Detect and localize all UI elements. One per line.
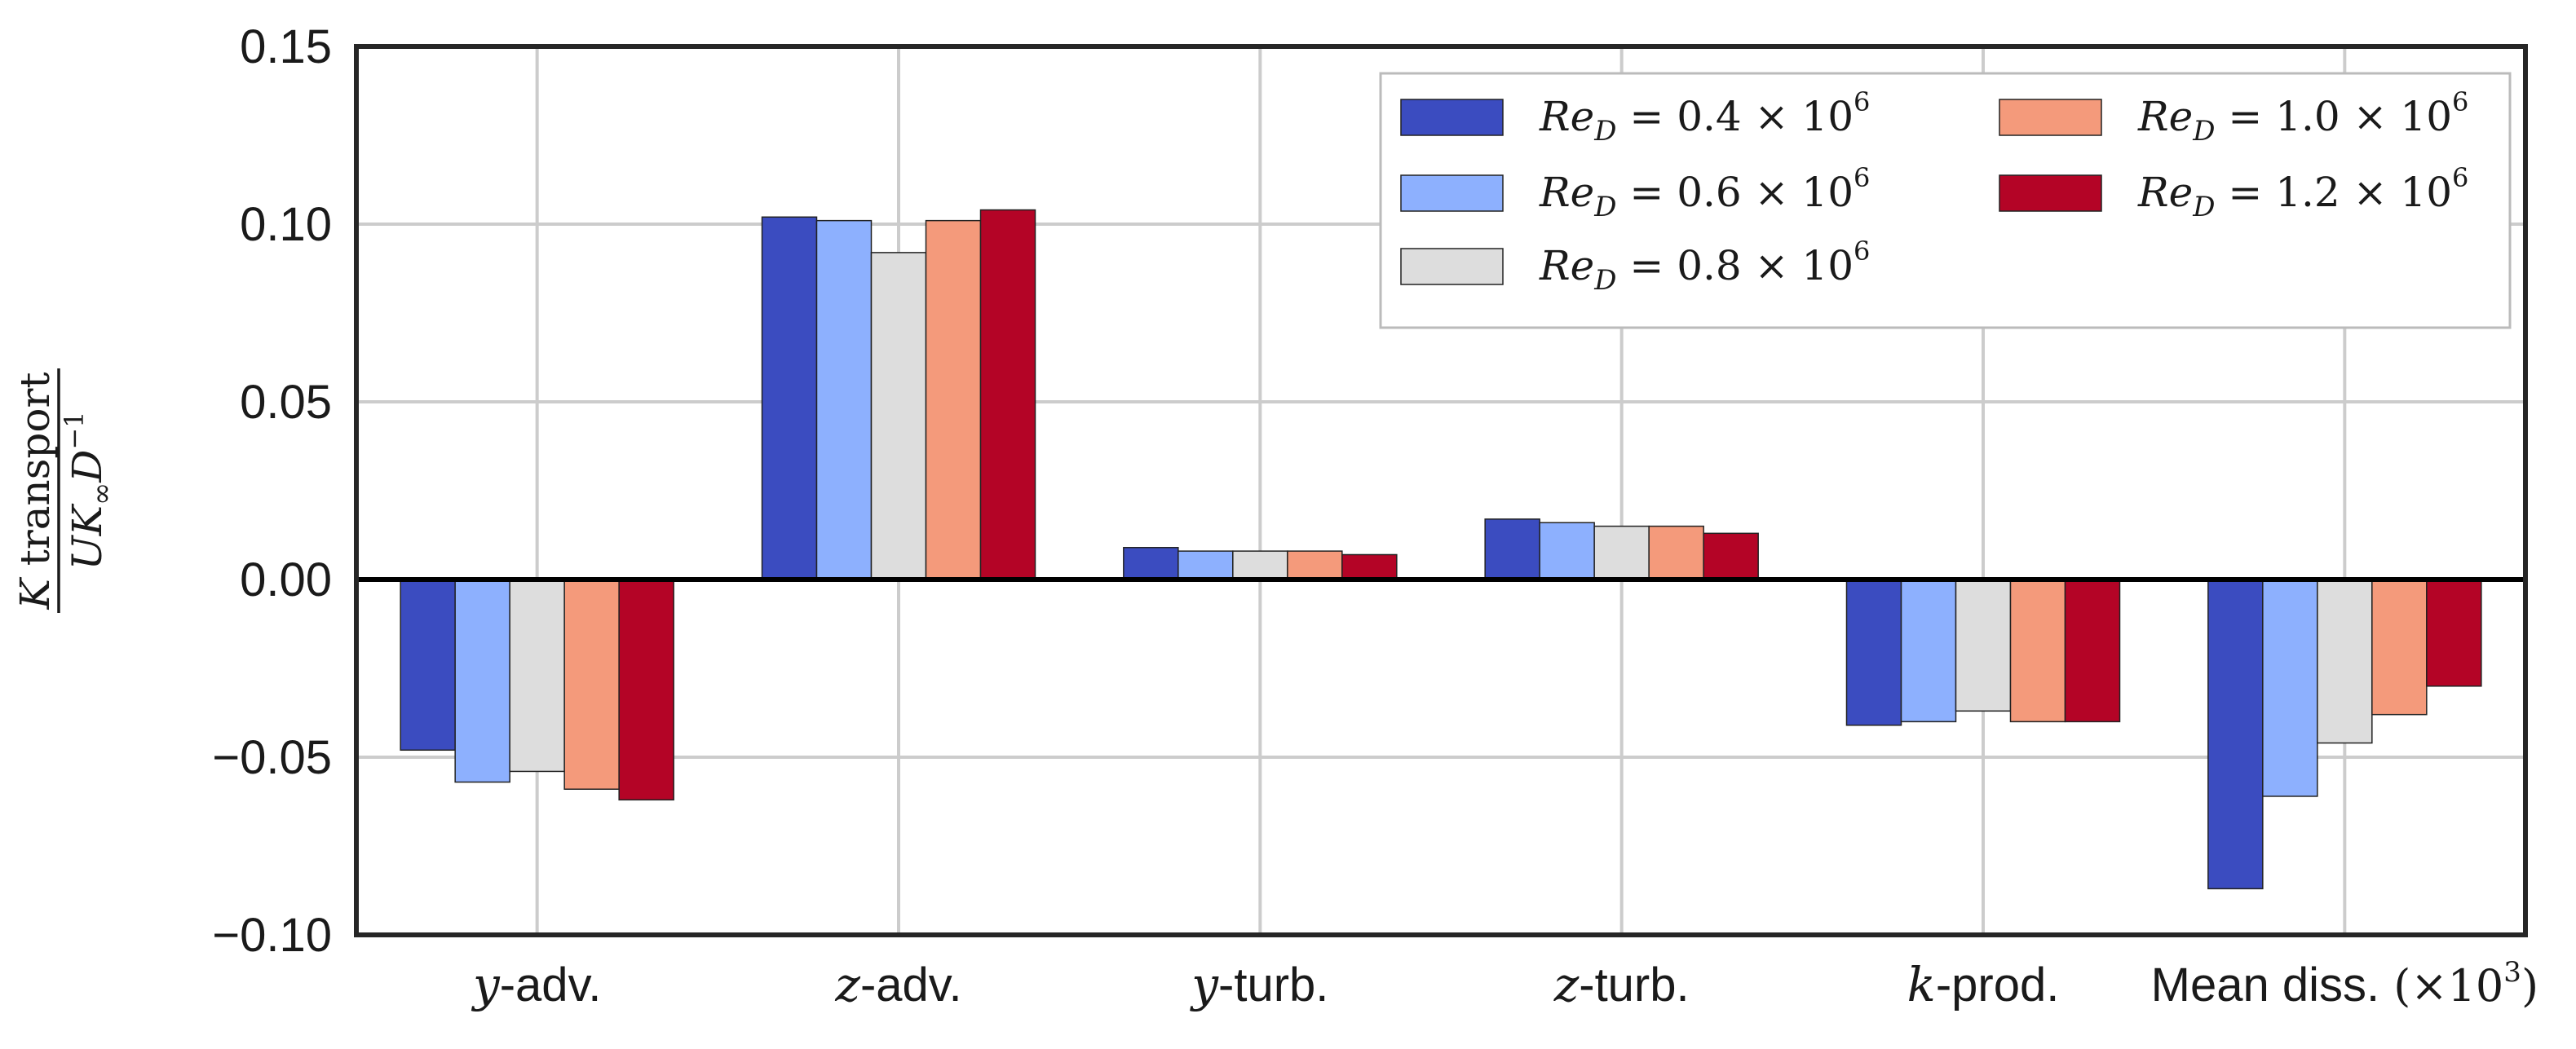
y-tick-label: 0.05 <box>240 376 332 429</box>
legend-entry: ReD = 0.4 × 106 <box>1539 86 1870 148</box>
bar <box>979 209 1036 580</box>
legend-swatch <box>1999 99 2102 136</box>
legend-swatch <box>1400 99 1504 136</box>
plot-frame <box>354 44 2528 937</box>
bar <box>1845 579 1902 726</box>
legend-entry: ReD = 1.0 × 106 <box>2137 86 2468 148</box>
bar <box>2207 579 2264 890</box>
y-label-fraction: K transport UK∞D−1 <box>11 368 118 613</box>
x-tick-label: k-prod. <box>1907 957 2060 1012</box>
bar <box>1484 518 1540 580</box>
bar <box>1287 550 1343 580</box>
y-tick-label: 0.00 <box>240 553 332 606</box>
legend-entry: ReD = 0.8 × 106 <box>1539 236 1870 297</box>
bar <box>1232 550 1288 580</box>
bar <box>925 219 982 580</box>
x-category-labels: y-adv. z-adv. y-turb. z-turb. k-prod. Mean di… <box>471 956 2538 1012</box>
bar <box>400 579 456 751</box>
bar <box>1539 522 1595 580</box>
bar <box>2262 579 2318 797</box>
x-tick-label: z-adv. <box>834 957 961 1012</box>
bar <box>815 219 873 580</box>
bar <box>509 579 565 773</box>
x-tick-label: Mean diss. (×103) <box>2151 956 2538 1012</box>
legend-swatch <box>1400 174 1504 212</box>
x-tick-label: y-turb. <box>1189 957 1328 1012</box>
axes-frame <box>354 44 2528 937</box>
bar <box>1955 579 2012 712</box>
y-tick-label: 0.10 <box>240 198 332 251</box>
bar <box>2009 579 2066 723</box>
y-tick-labels: −0.10 −0.05 0.00 0.05 0.10 0.15 <box>212 20 332 962</box>
y-label-numerator: K transport <box>11 372 59 610</box>
x-tick-label: z-turb. <box>1553 957 1690 1012</box>
bar <box>870 252 927 580</box>
bar <box>618 579 674 801</box>
bar <box>1648 525 1704 580</box>
y-axis-label: K transport UK∞D−1 <box>11 368 118 613</box>
bar <box>2426 579 2482 687</box>
bar <box>1593 525 1650 580</box>
bars <box>400 209 2482 890</box>
legend-box <box>1379 72 2512 329</box>
bar <box>2317 579 2373 744</box>
bar <box>1703 532 1759 580</box>
bar <box>454 579 510 783</box>
y-tick-label: −0.05 <box>212 731 332 784</box>
y-label-denominator: UK∞D−1 <box>59 411 118 570</box>
legend-entry: ReD = 0.6 × 106 <box>1539 162 1870 223</box>
bar <box>1900 579 1957 723</box>
bar <box>563 579 620 790</box>
bar <box>1341 553 1398 580</box>
bar <box>1123 547 1179 580</box>
legend-swatch <box>1400 248 1504 285</box>
bar <box>2371 579 2428 716</box>
y-tick-label: 0.15 <box>240 20 332 73</box>
legend: ReD = 0.4 × 106 ReD = 0.6 × 106 ReD = 0.8 … <box>1379 72 2512 329</box>
y-tick-label: −0.10 <box>212 909 332 962</box>
bar <box>761 216 818 580</box>
legend-entry: ReD = 1.2 × 106 <box>2137 162 2468 223</box>
bar <box>2064 579 2121 723</box>
x-tick-label: y-adv. <box>471 957 601 1012</box>
bar <box>1178 550 1234 580</box>
legend-swatch <box>1999 174 2102 212</box>
